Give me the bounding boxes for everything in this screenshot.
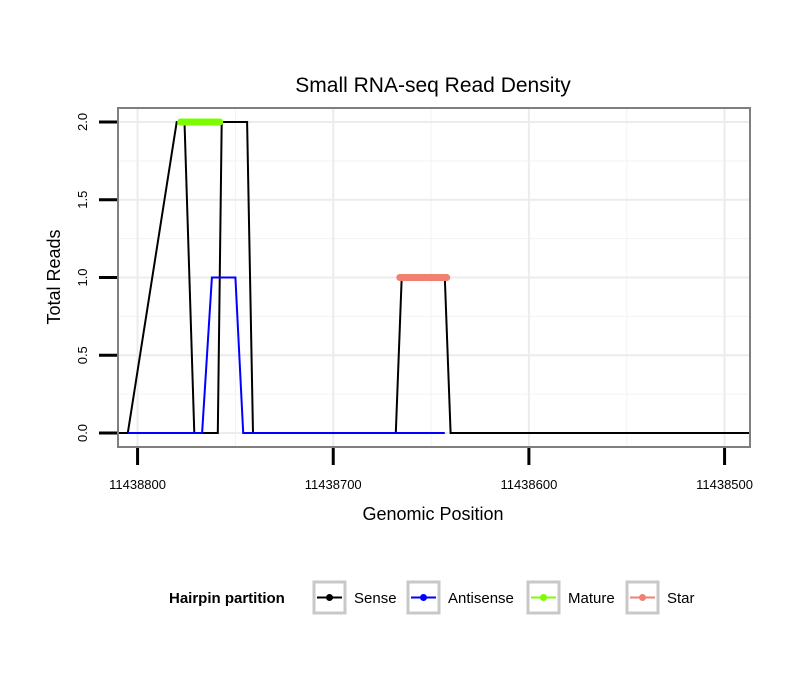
legend-item-sense: Sense <box>312 580 397 615</box>
y-tick-label: 2.0 <box>75 113 90 131</box>
legend-label: Star <box>667 590 695 607</box>
y-axis-label: Total Reads <box>44 229 64 324</box>
axis-layer: 0.0 0.5 1.0 1.5 2.0 11438800 11438700 11438600 1… <box>75 113 753 492</box>
y-tick-label: 0.5 <box>75 346 90 364</box>
series-layer <box>118 118 750 434</box>
legend-label: Sense <box>354 590 397 607</box>
x-axis-label: Genomic Position <box>362 504 503 524</box>
x-tick-label: 11438700 <box>305 477 362 492</box>
legend-title: Hairpin partition <box>169 590 285 607</box>
y-tick-label: 0.0 <box>75 424 90 442</box>
legend-item-mature: Mature <box>526 580 615 615</box>
x-tick-label: 11438500 <box>696 477 753 492</box>
chart-title: Small RNA-seq Read Density <box>295 74 571 97</box>
legend-label: Antisense <box>448 590 514 607</box>
x-tick-label: 11438600 <box>500 477 557 492</box>
y-tick-label: 1.5 <box>75 191 90 209</box>
legend-key-point <box>639 594 646 601</box>
series-line-antisense <box>127 276 445 434</box>
legend-key-point <box>326 594 333 601</box>
legend-item-antisense: Antisense <box>406 580 514 615</box>
legend-item-star: Star <box>625 580 695 615</box>
legend-key-point <box>540 594 547 601</box>
legend: Hairpin partition Sense Antisense Mature St… <box>169 580 695 615</box>
legend-key-point <box>420 594 427 601</box>
plot-panel-border <box>117 107 751 448</box>
x-tick-label: 11438800 <box>109 477 166 492</box>
y-tick-label: 1.0 <box>75 268 90 286</box>
legend-label: Mature <box>568 590 615 607</box>
